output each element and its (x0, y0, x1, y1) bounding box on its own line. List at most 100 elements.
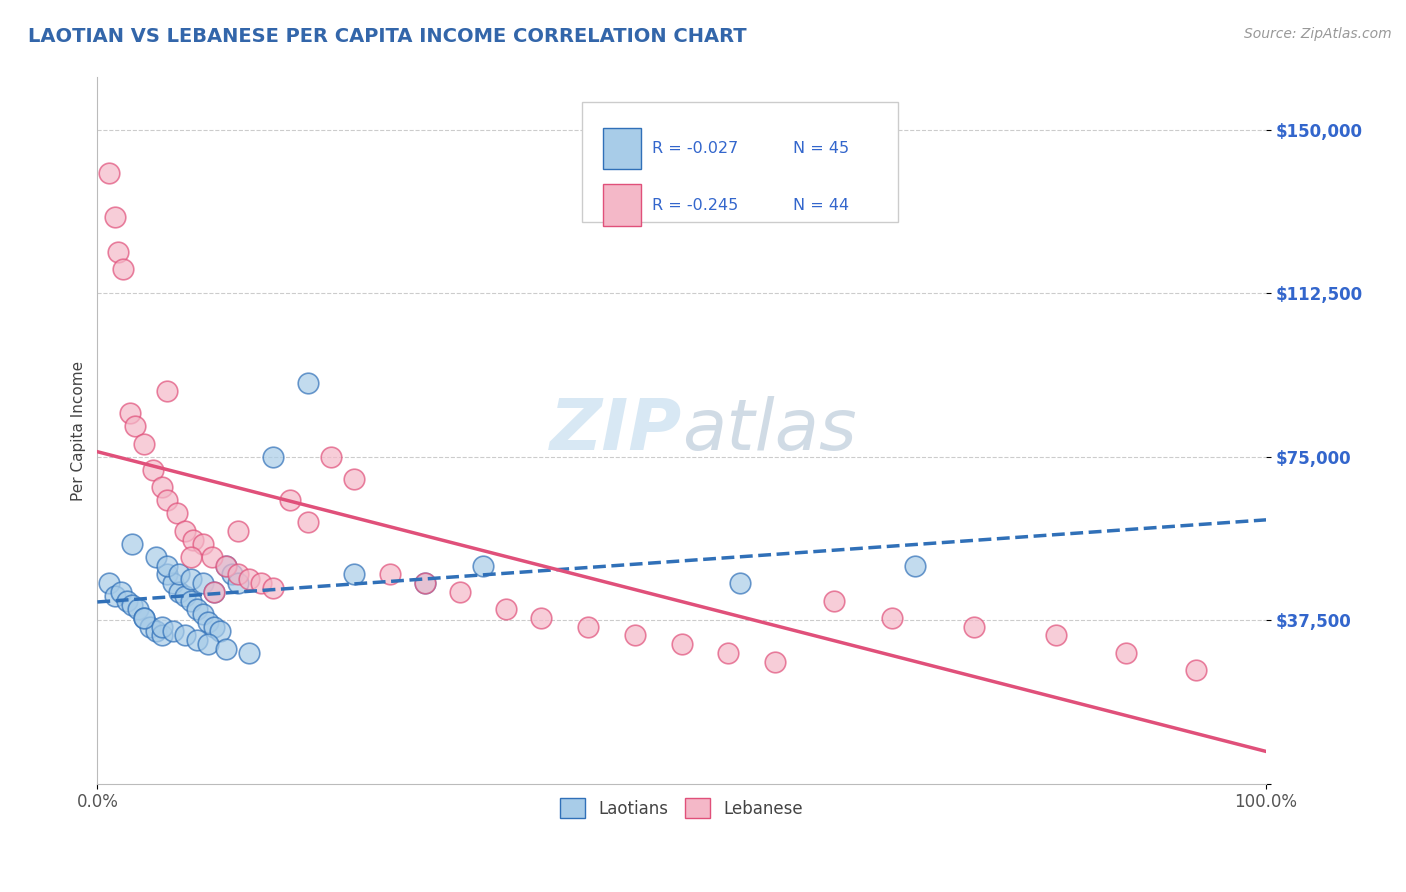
Point (1115, 646, 1137, 660)
Point (115, 593, 138, 607)
Point (880, 611, 903, 625)
Point (186, 632, 208, 647)
Point (413, 576, 436, 591)
Point (156, 567, 179, 582)
Point (104, 589, 127, 603)
Point (671, 637, 693, 651)
Point (98, 166, 121, 180)
Point (763, 655, 786, 669)
Point (180, 549, 202, 564)
Point (150, 480, 173, 494)
Point (180, 572, 202, 586)
Y-axis label: Per Capita Income: Per Capita Income (72, 360, 86, 500)
Point (226, 576, 249, 591)
Text: ZIP: ZIP (550, 396, 682, 465)
Point (181, 533, 204, 547)
Point (191, 576, 214, 591)
Point (121, 598, 143, 612)
FancyBboxPatch shape (603, 128, 641, 169)
Point (127, 602, 149, 616)
Point (202, 585, 225, 599)
Point (132, 436, 155, 450)
Point (530, 611, 553, 625)
Point (215, 558, 238, 573)
Point (823, 593, 845, 607)
Text: Source: ZipAtlas.com: Source: ZipAtlas.com (1244, 27, 1392, 41)
Point (262, 450, 284, 464)
Point (624, 628, 647, 642)
Point (238, 572, 260, 586)
Point (121, 537, 143, 551)
Point (156, 493, 179, 508)
Point (142, 463, 165, 477)
Point (145, 624, 167, 639)
Text: N = 45: N = 45 (793, 141, 849, 156)
Point (180, 593, 202, 607)
Point (162, 624, 184, 639)
Point (1185, 664, 1208, 678)
Point (215, 641, 238, 656)
Point (576, 620, 599, 634)
Point (215, 558, 238, 573)
Point (297, 515, 319, 529)
FancyBboxPatch shape (582, 103, 898, 222)
Point (132, 611, 155, 625)
Point (186, 602, 208, 616)
Point (197, 615, 219, 630)
Point (132, 611, 155, 625)
Point (343, 471, 366, 485)
Text: R = -0.027: R = -0.027 (652, 141, 738, 156)
Point (717, 646, 740, 660)
Point (191, 537, 214, 551)
Legend: Laotians, Lebanese: Laotians, Lebanese (554, 791, 810, 825)
Point (413, 576, 436, 591)
Point (449, 585, 471, 599)
Point (226, 567, 249, 582)
Point (112, 262, 135, 277)
Point (201, 549, 224, 564)
FancyBboxPatch shape (603, 185, 641, 226)
Point (174, 524, 197, 538)
Point (904, 558, 927, 573)
Point (156, 558, 179, 573)
Point (495, 602, 517, 616)
Point (167, 585, 190, 599)
Point (167, 567, 190, 582)
Point (120, 406, 142, 420)
Point (319, 450, 342, 464)
Point (107, 244, 129, 259)
Point (472, 558, 495, 573)
Point (162, 576, 184, 591)
Point (728, 576, 751, 591)
Point (104, 210, 127, 224)
Point (209, 624, 232, 639)
Point (174, 589, 197, 603)
Point (197, 637, 219, 651)
Point (1045, 628, 1067, 642)
Point (221, 567, 243, 582)
Point (378, 567, 401, 582)
Point (238, 646, 260, 660)
Point (174, 628, 197, 642)
Point (191, 607, 214, 621)
Point (250, 576, 273, 591)
Text: atlas: atlas (682, 396, 856, 465)
Point (226, 524, 249, 538)
Point (343, 567, 366, 582)
Text: LAOTIAN VS LEBANESE PER CAPITA INCOME CORRELATION CHART: LAOTIAN VS LEBANESE PER CAPITA INCOME CO… (28, 27, 747, 45)
Point (963, 620, 986, 634)
Point (124, 419, 146, 434)
Text: N = 44: N = 44 (793, 198, 849, 212)
Point (145, 549, 167, 564)
Point (202, 585, 225, 599)
Point (150, 620, 173, 634)
Point (150, 628, 173, 642)
Point (139, 620, 162, 634)
Point (166, 507, 188, 521)
Point (202, 620, 225, 634)
Point (278, 493, 301, 508)
Point (297, 376, 319, 390)
Text: R = -0.245: R = -0.245 (652, 198, 738, 212)
Point (262, 581, 284, 595)
Point (110, 585, 132, 599)
